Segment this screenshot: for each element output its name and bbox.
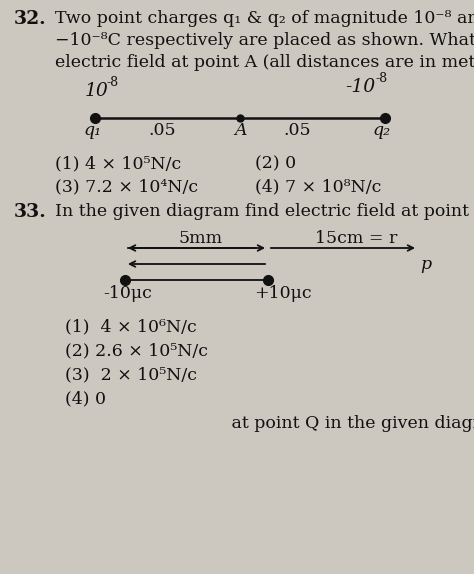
- Text: electric field at point A (all distances are in meter):: electric field at point A (all distances…: [55, 54, 474, 71]
- Text: −10⁻⁸C respectively are placed as shown. What is: −10⁻⁸C respectively are placed as shown.…: [55, 32, 474, 49]
- Text: .05: .05: [148, 122, 176, 139]
- Text: -10μc: -10μc: [103, 285, 152, 302]
- Text: (1) 4 × 10⁵N/c: (1) 4 × 10⁵N/c: [55, 155, 181, 172]
- Text: (3) 7.2 × 10⁴N/c: (3) 7.2 × 10⁴N/c: [55, 178, 198, 195]
- Text: (4) 0: (4) 0: [65, 390, 106, 407]
- Text: 32.: 32.: [14, 10, 46, 28]
- Text: Two point charges q₁ & q₂ of magnitude 10⁻⁸ and: Two point charges q₁ & q₂ of magnitude 1…: [55, 10, 474, 27]
- Text: (4) 7 × 10⁸N/c: (4) 7 × 10⁸N/c: [255, 178, 382, 195]
- Text: -8: -8: [376, 72, 388, 85]
- Text: +10μc: +10μc: [254, 285, 311, 302]
- Text: (1)  4 × 10⁶N/c: (1) 4 × 10⁶N/c: [65, 318, 197, 335]
- Text: (2) 2.6 × 10⁵N/c: (2) 2.6 × 10⁵N/c: [65, 342, 208, 359]
- Text: q₁: q₁: [83, 122, 101, 139]
- Text: 15cm = r: 15cm = r: [315, 230, 397, 247]
- Text: (2) 0: (2) 0: [255, 155, 296, 172]
- Text: 33.: 33.: [14, 203, 47, 221]
- Text: 10: 10: [85, 82, 109, 100]
- Text: 5mm: 5mm: [179, 230, 223, 247]
- Text: q₂: q₂: [372, 122, 390, 139]
- Text: (3)  2 × 10⁵N/c: (3) 2 × 10⁵N/c: [65, 366, 197, 383]
- Text: at point Q in the given diagram: at point Q in the given diagram: [215, 415, 474, 432]
- Text: -8: -8: [107, 76, 119, 89]
- Text: p: p: [420, 256, 431, 273]
- Text: -10: -10: [345, 78, 375, 96]
- Text: In the given diagram find electric field at point P:: In the given diagram find electric field…: [55, 203, 474, 220]
- Text: A: A: [234, 122, 246, 139]
- Text: .05: .05: [283, 122, 310, 139]
